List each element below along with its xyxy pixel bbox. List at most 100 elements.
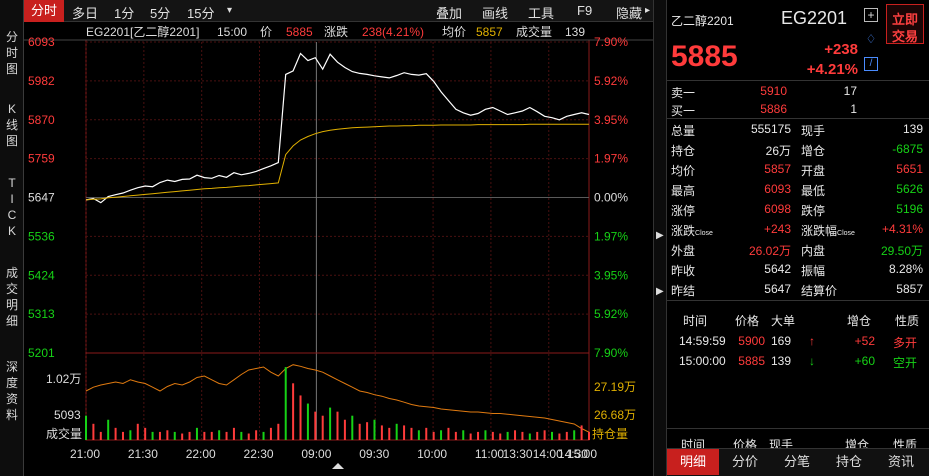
trade-direction-icon: ↑ [809,334,815,348]
header-price: 5885 [286,25,313,39]
volume-bar [121,431,124,440]
volume-bar [395,423,398,440]
stat-label: 结算价 [801,284,838,298]
x-tick-label: 09:30 [359,447,389,461]
quote-panel: 乙二醇2201 EG2201 + ♢ / 立即 交易 5885 +238 +4.… [667,0,929,476]
volume-bar [173,431,176,440]
volume-bar [454,431,457,440]
volume-bar [107,419,110,440]
stat-label: 最高 [671,184,696,198]
volume-bar [158,431,161,440]
expand-arrow-icon[interactable]: ▶ [656,286,664,297]
sidebar-char: 图 [5,62,18,76]
volume-bar [210,431,213,440]
edit-icon[interactable]: / [864,57,878,71]
pct-tick-label: 1.97% [594,229,628,243]
sidebar-char: 明 [5,298,18,312]
x-tick-label: 09:00 [301,447,331,461]
trades-header-cell: 性质 [895,314,920,328]
bottom-tab-1[interactable]: 分价 [731,454,758,469]
volume-bar [151,431,154,440]
draw-line-button[interactable]: 画线 [482,6,509,21]
overlay-button[interactable]: 叠加 [436,6,463,21]
volume-bar [417,430,420,440]
oi-tick-label: 5093 [54,408,81,422]
volume-bar [432,431,435,440]
intraday-chart[interactable]: EG2201[乙二醇2201] 15:00 价 5885 涨跌 238(4.21%) 均价 5… [24,22,653,476]
stat-value: +243 [763,222,791,236]
stat-value: 26万 [765,144,791,158]
header-volume-label: 成交量 [516,24,552,39]
tab-5min[interactable]: 5分 [150,6,171,21]
stat-value: 5626 [896,182,923,196]
volume-bar [85,415,87,440]
trade-price: 5900 [738,334,765,348]
volume-bar [232,427,235,440]
volume-bar [269,427,272,440]
stat-label: 涨跌幅Close [801,224,855,238]
price-change-pct: +4.21% [806,61,858,78]
volume-bar [558,433,561,440]
volume-bar [195,427,198,440]
tab-15min[interactable]: 15分 [187,6,215,21]
collapse-arrow-icon[interactable]: ▶ [656,230,664,241]
trade-qty: 139 [771,354,792,368]
x-tick-label: 21:30 [128,447,158,461]
bottom-tab-3[interactable]: 持仓 [835,454,862,469]
book-price: 5886 [760,102,787,116]
bottom-tab-0[interactable]: 明细 [667,449,719,475]
price-tick-label: 5313 [28,307,55,321]
pct-tick-label: 5.92% [594,74,628,88]
volume-bar [440,430,443,440]
price-tick-label: 5424 [28,268,55,282]
trade-oi-change: +52 [854,334,875,348]
volume-bar [306,403,309,440]
quick-trade-button[interactable]: 立即 交易 [886,4,924,44]
bottom-tab-4[interactable]: 资讯 [887,454,914,469]
stat-label: 内盘 [801,244,826,258]
bell-icon[interactable]: ♢ [865,32,877,46]
pct-tick-label: 3.95% [594,113,628,127]
pct-tick-label: 5.92% [594,307,628,321]
volume-bar [388,427,391,440]
volume-bar [166,430,169,440]
volume-bar [588,431,590,440]
stat-label: 持仓 [671,144,696,158]
volume-bar [129,430,132,440]
volume-bar [262,431,265,440]
add-icon[interactable]: + [864,8,878,22]
stat-value: 5651 [896,162,923,176]
stat-value: 6093 [764,182,791,196]
stat-label: 涨跌Close [671,224,713,238]
trade-oi-change: +60 [854,354,875,368]
volume-bar [484,430,487,440]
volume-bar [114,427,117,440]
stat-value: 26.02万 [748,244,791,258]
trade-qty: 169 [771,334,792,348]
volume-bar [551,431,554,440]
f9-button[interactable]: F9 [577,3,593,18]
pct-tick-label: 7.90% [594,35,628,49]
price-tick-label: 5201 [28,346,55,360]
stat-value: 29.50万 [880,244,923,258]
price-tick-label: 5759 [28,152,55,166]
volume-bar [284,367,287,440]
tab-intraday[interactable]: 分时 [24,0,64,22]
volume-bar [343,419,346,440]
volume-bar [225,431,228,440]
stat-value: +4.31% [881,222,923,236]
bottom-tab-2[interactable]: 分笔 [783,454,810,469]
tab-1min[interactable]: 1分 [114,6,135,21]
volume-bar [247,433,250,440]
tools-button[interactable]: 工具 [528,6,555,21]
quick-trade-line2: 交易 [892,29,919,44]
tab-multi-day[interactable]: 多日 [72,6,99,21]
price-change: +238 [824,41,858,58]
volume-bar [277,423,280,440]
volume-bar [92,423,95,440]
panel-splitter[interactable]: ▶ ▶ [653,0,667,476]
sidebar-char: 线 [5,118,18,132]
hide-button[interactable]: 隐藏 [616,6,643,21]
period-dropdown-icon[interactable]: ▾ [227,5,233,16]
hide-arrow-icon[interactable]: ▸ [645,5,651,16]
